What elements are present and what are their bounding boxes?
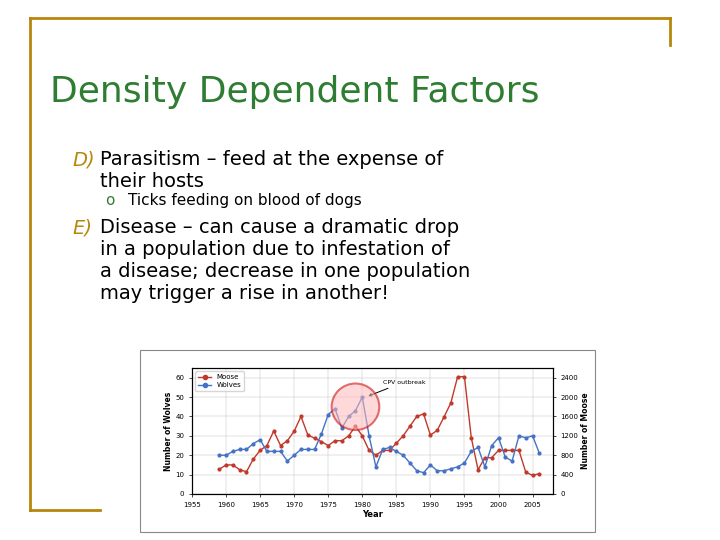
Text: may trigger a rise in another!: may trigger a rise in another! (100, 284, 389, 303)
Text: a disease; decrease in one population: a disease; decrease in one population (100, 262, 470, 281)
Text: o: o (105, 193, 114, 208)
Text: Ticks feeding on blood of dogs: Ticks feeding on blood of dogs (128, 193, 361, 208)
Y-axis label: Number of Wolves: Number of Wolves (163, 392, 173, 471)
Text: in a population due to infestation of: in a population due to infestation of (100, 240, 450, 259)
Text: E): E) (72, 218, 92, 237)
Text: Wolf and  Moose Populations on Isle Royale: Wolf and Moose Populations on Isle Royal… (257, 354, 478, 362)
Text: Disease – can cause a dramatic drop: Disease – can cause a dramatic drop (100, 218, 459, 237)
Text: their hosts: their hosts (100, 172, 204, 191)
Text: CPV outbreak: CPV outbreak (369, 380, 426, 396)
Y-axis label: Number of Moose: Number of Moose (582, 393, 590, 469)
Text: Parasitism – feed at the expense of: Parasitism – feed at the expense of (100, 150, 444, 169)
Text: Density Dependent Factors: Density Dependent Factors (50, 75, 539, 109)
Text: D): D) (72, 150, 94, 169)
X-axis label: Year: Year (362, 510, 383, 519)
Legend: Moose, Wolves: Moose, Wolves (195, 372, 244, 391)
Ellipse shape (332, 383, 379, 430)
